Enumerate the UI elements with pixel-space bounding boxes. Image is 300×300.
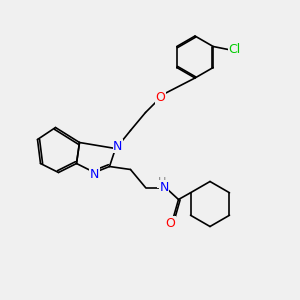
- Text: N: N: [90, 167, 99, 181]
- Text: Cl: Cl: [229, 43, 241, 56]
- Text: O: O: [165, 217, 175, 230]
- Text: N: N: [113, 140, 123, 153]
- Text: N: N: [159, 181, 169, 194]
- Text: O: O: [156, 91, 165, 104]
- Text: H: H: [158, 177, 166, 187]
